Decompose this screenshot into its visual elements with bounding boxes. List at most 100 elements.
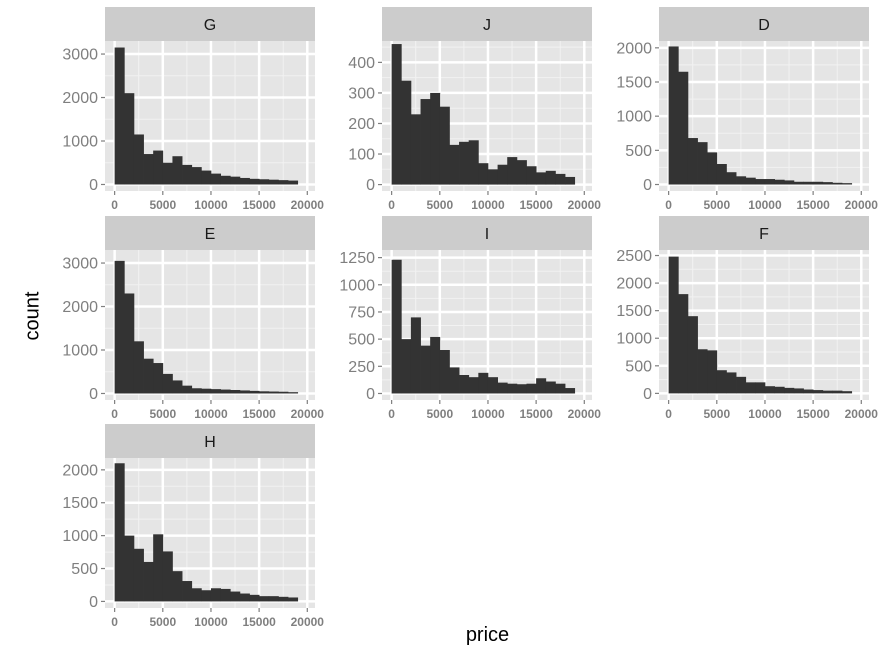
histogram-bar (191, 388, 202, 394)
histogram-bar (114, 260, 125, 394)
facet-strip (382, 216, 592, 250)
histogram-bar (745, 177, 756, 185)
x-tick-label: 15000 (796, 198, 830, 212)
histogram-bar (172, 380, 183, 394)
x-tick-label: 0 (111, 615, 118, 629)
y-tick-label: 2000 (62, 90, 98, 107)
x-tick-label: 0 (111, 407, 118, 421)
histogram-bar (459, 375, 470, 394)
histogram-bar (162, 373, 173, 394)
histogram-bar (449, 144, 460, 185)
histogram-bar (259, 596, 270, 602)
histogram-bar (822, 390, 833, 394)
histogram-bar (191, 588, 202, 602)
facet-strip (659, 216, 869, 250)
histogram-bar (420, 345, 431, 394)
histogram-bar (545, 170, 556, 185)
histogram-bar (526, 166, 537, 185)
facet-panel-J: J 0 100 200 300 400 0 5000 10000 15000 20000 (348, 7, 601, 212)
y-tick-label: 500 (71, 561, 98, 578)
histogram-bar (153, 150, 164, 185)
histogram-bar (410, 317, 421, 394)
x-tick-label: 15000 (796, 407, 830, 421)
y-tick-label: 2000 (616, 276, 652, 293)
histogram-bar (536, 378, 547, 394)
histogram-bar (114, 47, 125, 185)
histogram-bar (687, 316, 698, 394)
y-tick-label: 0 (643, 177, 652, 194)
facet-strip-label: D (758, 17, 770, 34)
histogram-bar (755, 382, 766, 394)
histogram-bar (220, 175, 231, 185)
histogram-bar (249, 178, 260, 185)
y-tick-label: 0 (643, 386, 652, 403)
x-tick-label: 0 (665, 407, 672, 421)
facet-strip-label: E (205, 226, 216, 243)
histogram-bar (774, 179, 785, 185)
histogram-bar (707, 152, 718, 185)
histogram-bar (803, 181, 814, 185)
x-tick-label: 0 (665, 198, 672, 212)
histogram-bar (143, 154, 154, 185)
histogram-bar (832, 182, 843, 185)
histogram-bar (439, 106, 450, 185)
x-tick-label: 15000 (519, 407, 553, 421)
histogram-bar (210, 389, 221, 394)
histogram-bar (182, 385, 193, 394)
histogram-bar (545, 381, 556, 394)
histogram-bar (162, 162, 173, 185)
facet-panel-E: E 0 1000 2000 3000 0 5000 10000 15000 20000 (62, 216, 324, 421)
histogram-bar (803, 389, 814, 394)
y-tick-label: 3000 (62, 256, 98, 273)
histogram-bar (832, 390, 843, 394)
histogram-bar (288, 392, 299, 394)
histogram-bar (401, 339, 412, 394)
histogram-bar (201, 388, 212, 394)
x-tick-label: 10000 (471, 407, 505, 421)
x-tick-label: 20000 (568, 198, 602, 212)
x-tick-label: 15000 (242, 615, 276, 629)
y-tick-label: 1000 (339, 277, 375, 294)
histogram-bar (555, 383, 566, 394)
histogram-bar (487, 169, 498, 185)
x-tick-label: 5000 (149, 615, 176, 629)
histogram-bar (268, 596, 279, 602)
histogram-bar (182, 581, 193, 602)
histogram-bar (764, 179, 775, 185)
histogram-bar (813, 390, 824, 394)
facet-strip-label: G (204, 17, 216, 34)
histogram-bar (430, 92, 441, 185)
histogram-bar (230, 390, 241, 394)
histogram-bar (191, 167, 202, 185)
histogram-bar (439, 350, 450, 394)
histogram-bar (745, 382, 756, 394)
facet-strip-label: H (204, 434, 216, 451)
facet-strip (105, 7, 315, 41)
y-tick-label: 400 (348, 55, 375, 72)
y-tick-label: 500 (625, 358, 652, 375)
histogram-bar (133, 548, 144, 602)
histogram-bar (239, 390, 250, 394)
x-tick-label: 10000 (194, 615, 228, 629)
y-tick-label: 1000 (62, 343, 98, 360)
histogram-bar (230, 176, 241, 185)
histogram-bar (249, 594, 260, 602)
histogram-bar (697, 349, 708, 394)
facet-strip (382, 7, 592, 41)
histogram-bar (288, 597, 299, 602)
histogram-bar (230, 591, 241, 602)
y-tick-label: 2000 (62, 299, 98, 316)
histogram-bar (143, 358, 154, 394)
x-tick-label: 10000 (748, 407, 782, 421)
histogram-bar (678, 71, 689, 185)
y-tick-label: 0 (89, 594, 98, 611)
y-tick-label: 2000 (616, 40, 652, 57)
x-axis-title: price (465, 624, 510, 646)
histogram-bar (210, 173, 221, 185)
histogram-bar (726, 372, 737, 394)
y-tick-label: 300 (348, 85, 375, 102)
x-tick-label: 10000 (194, 407, 228, 421)
histogram-bar (259, 391, 270, 394)
